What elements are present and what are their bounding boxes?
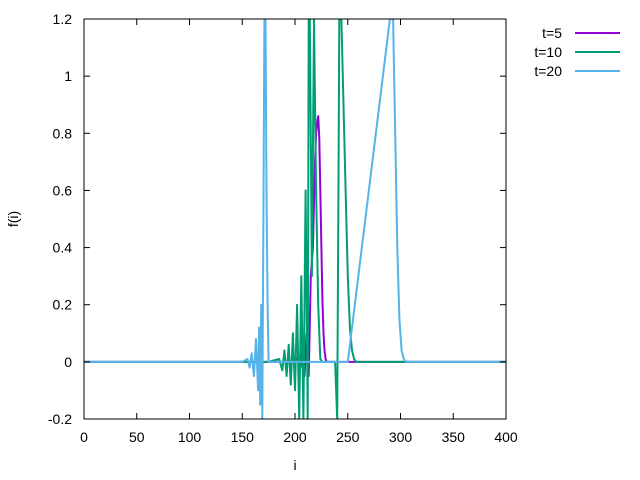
y-tick-label: 0.6 — [53, 182, 73, 198]
x-tick-label: 400 — [494, 429, 518, 445]
y-tick-label: 0.2 — [53, 297, 73, 313]
y-tick-label: 0.4 — [53, 240, 73, 256]
x-tick-label: 350 — [442, 429, 466, 445]
legend-label: t=20 — [534, 63, 562, 79]
x-tick-label: 0 — [80, 429, 88, 445]
x-tick-label: 300 — [389, 429, 413, 445]
series-line-3 — [84, 19, 506, 419]
series-line-2 — [84, 19, 506, 419]
series-line-1 — [84, 115, 506, 378]
x-tick-label: 100 — [178, 429, 202, 445]
y-axis-label: f(i) — [5, 211, 21, 227]
x-tick-label: 200 — [283, 429, 307, 445]
legend-label: t=10 — [534, 44, 562, 60]
x-axis-label: i — [293, 457, 296, 473]
x-tick-label: 250 — [336, 429, 360, 445]
x-tick-label: 50 — [129, 429, 145, 445]
y-tick-label: 1.2 — [53, 11, 73, 27]
x-tick-label: 150 — [231, 429, 255, 445]
legend-label: t=5 — [542, 25, 562, 41]
y-tick-label: 0 — [64, 354, 72, 370]
y-tick-label: 1 — [64, 68, 72, 84]
y-tick-label: 0.8 — [53, 125, 73, 141]
y-tick-label: -0.2 — [48, 411, 72, 427]
legend: t=5 t=10 t=20 — [534, 25, 620, 79]
